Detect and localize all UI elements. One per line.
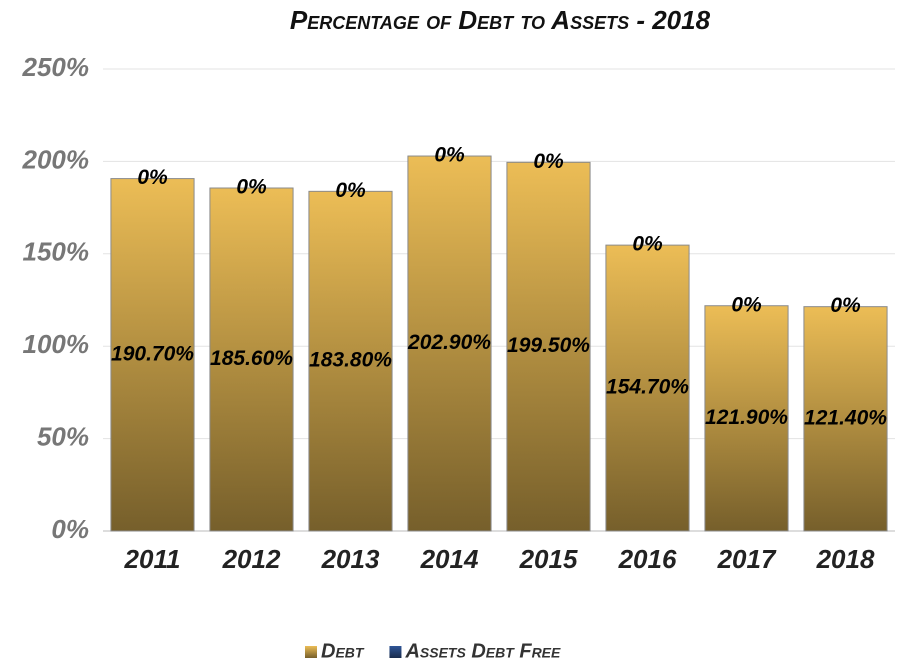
y-tick-label: 100% bbox=[23, 329, 90, 359]
legend-swatch bbox=[305, 646, 317, 658]
data-label: 183.80% bbox=[309, 349, 392, 372]
data-label: 121.40% bbox=[804, 406, 887, 429]
data-label: 202.90% bbox=[407, 331, 491, 354]
bar bbox=[209, 187, 294, 532]
data-label: 0% bbox=[830, 294, 861, 317]
y-tick-label: 250% bbox=[22, 52, 90, 82]
chart-title: Percentage of Debt to Assets - 2018 bbox=[290, 5, 711, 35]
data-label: 0% bbox=[632, 233, 663, 256]
legend-label: Debt bbox=[321, 640, 365, 662]
bar bbox=[407, 155, 492, 532]
data-label: 154.70% bbox=[606, 376, 689, 399]
data-label: 0% bbox=[335, 179, 366, 202]
x-tick-label: 2014 bbox=[420, 544, 479, 574]
y-tick-label: 50% bbox=[37, 421, 89, 451]
data-label: 185.60% bbox=[210, 347, 293, 370]
data-label: 190.70% bbox=[111, 342, 194, 365]
data-label: 199.50% bbox=[507, 334, 590, 357]
bar bbox=[110, 178, 195, 532]
bar bbox=[704, 305, 789, 532]
x-tick-label: 2012 bbox=[222, 544, 281, 574]
y-tick-label: 150% bbox=[23, 237, 90, 267]
legend-swatch bbox=[389, 646, 402, 658]
data-label: 0% bbox=[434, 144, 465, 167]
x-tick-label: 2016 bbox=[618, 544, 677, 574]
legend-label: Assets Debt Free bbox=[404, 640, 561, 662]
y-tick-label: 200% bbox=[22, 144, 90, 174]
x-tick-label: 2011 bbox=[124, 544, 181, 574]
data-label: 0% bbox=[236, 176, 267, 199]
x-tick-label: 2017 bbox=[717, 544, 777, 574]
bar bbox=[605, 244, 690, 532]
data-label: 0% bbox=[533, 150, 564, 173]
data-label: 0% bbox=[137, 166, 168, 189]
x-tick-label: 2013 bbox=[321, 544, 380, 574]
x-tick-label: 2015 bbox=[519, 544, 578, 574]
y-tick-label: 0% bbox=[51, 514, 89, 544]
bar bbox=[506, 161, 591, 532]
bar bbox=[308, 190, 393, 532]
data-label: 121.90% bbox=[705, 406, 788, 429]
x-tick-label: 2018 bbox=[816, 544, 875, 574]
data-label: 0% bbox=[731, 293, 762, 316]
bar bbox=[803, 306, 888, 532]
